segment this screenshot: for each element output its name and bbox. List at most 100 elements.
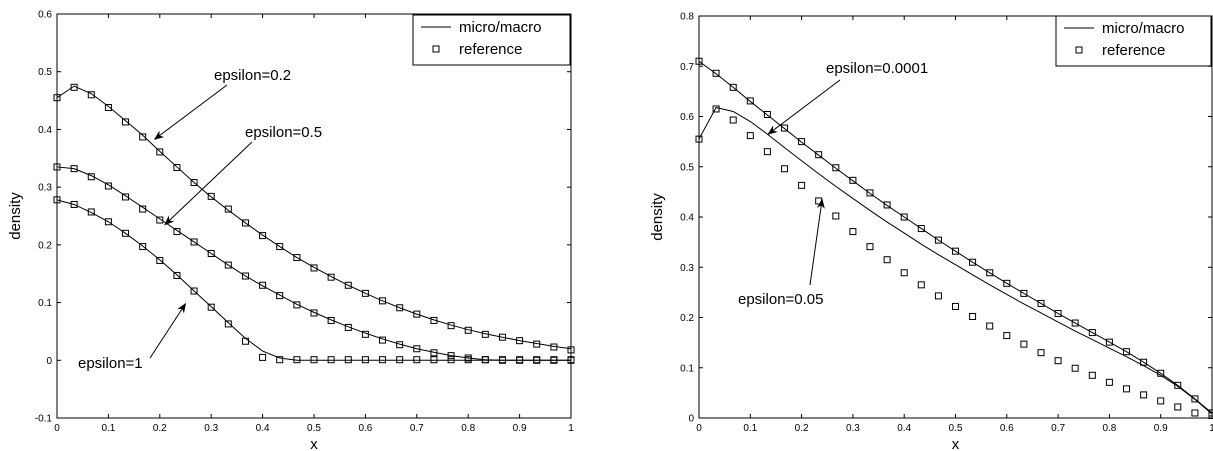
legend-marker-swatch bbox=[432, 45, 440, 53]
reference-marker bbox=[516, 337, 524, 345]
reference-marker bbox=[567, 356, 575, 364]
x-tick-label: 0.8 bbox=[461, 423, 475, 434]
reference-marker bbox=[917, 225, 925, 233]
x-tick-label: 0.2 bbox=[153, 423, 167, 434]
reference-marker bbox=[1191, 409, 1199, 417]
reference-marker bbox=[396, 356, 404, 364]
annotation-label: epsilon=0.5 bbox=[245, 124, 322, 141]
reference-marker bbox=[122, 193, 130, 201]
reference-marker bbox=[190, 238, 198, 246]
reference-marker bbox=[934, 236, 942, 244]
series-line-epsilon-0-2 bbox=[56, 85, 572, 350]
reference-marker bbox=[310, 309, 318, 317]
reference-marker bbox=[1088, 329, 1096, 337]
reference-marker bbox=[122, 118, 130, 126]
x-tick-label: 0.3 bbox=[204, 423, 218, 434]
x-tick-label: 0.9 bbox=[513, 423, 527, 434]
reference-marker bbox=[207, 192, 215, 200]
series-line-epsilon-0-05 bbox=[698, 106, 1213, 415]
reference-marker bbox=[712, 69, 720, 77]
x-tick-label: 0.2 bbox=[795, 423, 809, 434]
y-tick-label: 0.4 bbox=[38, 125, 52, 136]
reference-marker bbox=[1208, 411, 1213, 419]
x-tick-label: 0.1 bbox=[101, 423, 115, 434]
y-tick-label: 0 bbox=[46, 356, 52, 367]
legend: micro/macro reference bbox=[1055, 15, 1212, 67]
reference-marker bbox=[156, 216, 164, 224]
x-tick-label: 0.7 bbox=[1051, 423, 1065, 434]
reference-marker bbox=[1157, 397, 1165, 405]
reference-marker bbox=[1071, 364, 1079, 372]
reference-marker bbox=[447, 356, 455, 364]
reference-marker bbox=[883, 201, 891, 209]
reference-marker bbox=[1003, 279, 1011, 287]
reference-marker bbox=[293, 301, 301, 309]
y-tick-label: 0 bbox=[688, 414, 694, 425]
reference-marker bbox=[396, 304, 404, 312]
legend-entry: micro/macro bbox=[1102, 20, 1185, 37]
reference-marker bbox=[1071, 319, 1079, 327]
legend-entry: micro/macro bbox=[459, 19, 542, 36]
reference-marker bbox=[104, 182, 112, 190]
reference-marker bbox=[832, 164, 840, 172]
reference-marker bbox=[481, 330, 489, 338]
reference-marker bbox=[344, 356, 352, 364]
reference-marker bbox=[815, 151, 823, 159]
x-tick-label: 0.5 bbox=[949, 423, 963, 434]
reference-marker bbox=[87, 173, 95, 181]
reference-marker bbox=[344, 323, 352, 331]
y-tick-label: 0.3 bbox=[38, 183, 52, 194]
reference-marker bbox=[276, 292, 284, 300]
reference-marker bbox=[430, 349, 438, 357]
legend-box bbox=[412, 14, 571, 66]
reference-marker bbox=[259, 353, 267, 361]
y-tick-label: 0.1 bbox=[680, 363, 694, 374]
reference-marker bbox=[866, 189, 874, 197]
reference-marker bbox=[763, 110, 771, 118]
reference-marker bbox=[327, 316, 335, 324]
reference-marker bbox=[53, 163, 61, 171]
reference-marker bbox=[327, 273, 335, 281]
reference-marker bbox=[259, 232, 267, 240]
reference-marker bbox=[122, 229, 130, 237]
reference-marker bbox=[173, 228, 181, 236]
annotation-arrow bbox=[153, 84, 228, 140]
reference-marker bbox=[173, 164, 181, 172]
reference-marker bbox=[1088, 371, 1096, 379]
annotation-arrow bbox=[164, 141, 253, 226]
reference-marker bbox=[413, 310, 421, 318]
reference-marker bbox=[430, 356, 438, 364]
reference-marker bbox=[1122, 348, 1130, 356]
reference-marker bbox=[379, 356, 387, 364]
x-tick-label: 0.3 bbox=[846, 423, 860, 434]
reference-marker bbox=[849, 228, 857, 236]
reference-marker bbox=[361, 289, 369, 297]
reference-marker bbox=[1105, 378, 1113, 386]
reference-marker bbox=[550, 356, 558, 364]
reference-marker bbox=[310, 264, 318, 272]
reference-marker bbox=[293, 254, 301, 262]
reference-marker bbox=[53, 94, 61, 102]
reference-marker bbox=[276, 243, 284, 251]
reference-marker bbox=[986, 269, 994, 277]
reference-marker bbox=[173, 271, 181, 279]
reference-marker bbox=[969, 258, 977, 266]
reference-marker bbox=[396, 341, 404, 349]
reference-marker bbox=[241, 272, 249, 280]
reference-marker bbox=[139, 133, 147, 141]
x-tick-label: 0.1 bbox=[743, 423, 757, 434]
reference-marker bbox=[763, 148, 771, 156]
x-tick-label: 0.4 bbox=[897, 423, 911, 434]
reference-marker bbox=[729, 116, 737, 124]
chart-1: 0 0.1 0.2 0.3 0.4 0.5 0.6 0.7 0.8 0.9 1-0.100.10.2… bbox=[7, 10, 575, 451]
reference-marker bbox=[1174, 403, 1182, 411]
x-tick-label: 0 bbox=[54, 423, 60, 434]
reference-marker bbox=[712, 105, 720, 113]
x-tick-label: 0.4 bbox=[256, 423, 270, 434]
reference-marker bbox=[798, 181, 806, 189]
reference-marker bbox=[533, 340, 541, 348]
reference-marker bbox=[832, 212, 840, 220]
reference-marker bbox=[190, 287, 198, 295]
reference-marker bbox=[70, 83, 78, 91]
reference-marker bbox=[533, 356, 541, 364]
